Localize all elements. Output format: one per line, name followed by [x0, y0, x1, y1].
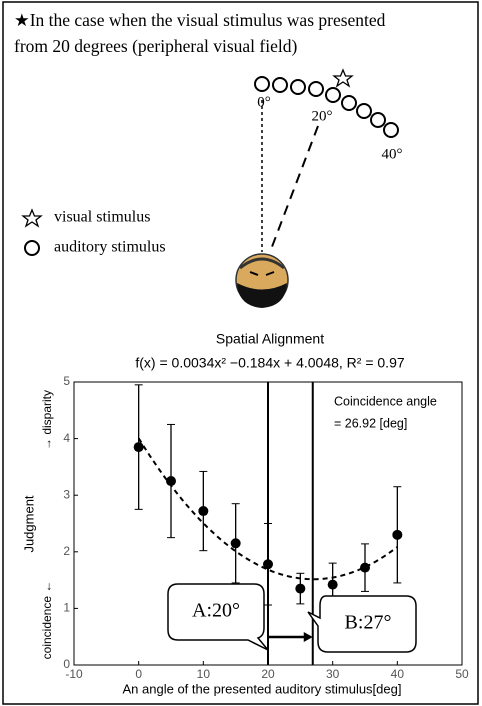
header-line: ★In the case when the visual stimulus wa… [14, 10, 386, 30]
legend-label: visual stimulus [54, 209, 150, 226]
callout-bubble [307, 595, 417, 653]
chart-subtitle: f(x) = 0.0034x² −0.184x + 4.0048, R² = 0… [135, 355, 404, 371]
dashed-line [269, 125, 319, 253]
data-point [392, 529, 403, 540]
x-tick-label: 40 [391, 667, 405, 681]
y-axis-label-low: coincidence ← [40, 581, 54, 660]
y-tick-label: 2 [63, 544, 70, 558]
header-line: from 20 degrees (peripheral visual field… [14, 36, 297, 56]
legend-star [21, 208, 43, 228]
annotation: = 26.92 [deg] [334, 416, 407, 430]
x-tick-label: 30 [326, 667, 340, 681]
y-axis-label: Judgment [21, 495, 36, 552]
y-axis-label-high: → disparity [40, 390, 54, 450]
x-tick-label: 10 [197, 667, 211, 681]
callout-label: B:27° [345, 612, 392, 634]
data-point [198, 506, 209, 517]
stimulus-arc [254, 76, 399, 138]
callout-label: A:20° [192, 600, 240, 622]
arrow-head [303, 632, 313, 642]
data-point [360, 562, 370, 573]
x-tick-label: 20 [261, 667, 275, 681]
chart-title: Spatial Alignment [216, 331, 324, 347]
y-tick-label: 1 [63, 601, 70, 615]
annotation: Coincidence angle [334, 394, 437, 408]
angle-label: 20° [312, 108, 333, 124]
fit-curve [137, 437, 398, 581]
y-tick-label: 5 [63, 374, 70, 388]
angle-label: 0° [257, 94, 271, 110]
star-marker [332, 68, 354, 88]
y-tick-label: 4 [63, 431, 70, 445]
data-point [166, 476, 176, 487]
y-tick-label: 3 [63, 487, 70, 501]
angle-label: 40° [382, 146, 403, 162]
data-point [327, 579, 338, 590]
data-point [230, 538, 241, 549]
legend-circle [24, 240, 40, 256]
head [235, 253, 289, 308]
x-tick-label: -10 [65, 667, 83, 681]
legend-label: auditory stimulus [54, 239, 166, 256]
data-point [133, 442, 144, 453]
y-tick-label: 0 [63, 657, 70, 671]
x-tick-label: 0 [135, 667, 142, 681]
x-tick-label: 50 [455, 667, 469, 681]
callout-bubble [167, 583, 269, 651]
x-axis-label: An angle of the presented auditory stimu… [123, 681, 402, 696]
data-point [295, 583, 306, 594]
